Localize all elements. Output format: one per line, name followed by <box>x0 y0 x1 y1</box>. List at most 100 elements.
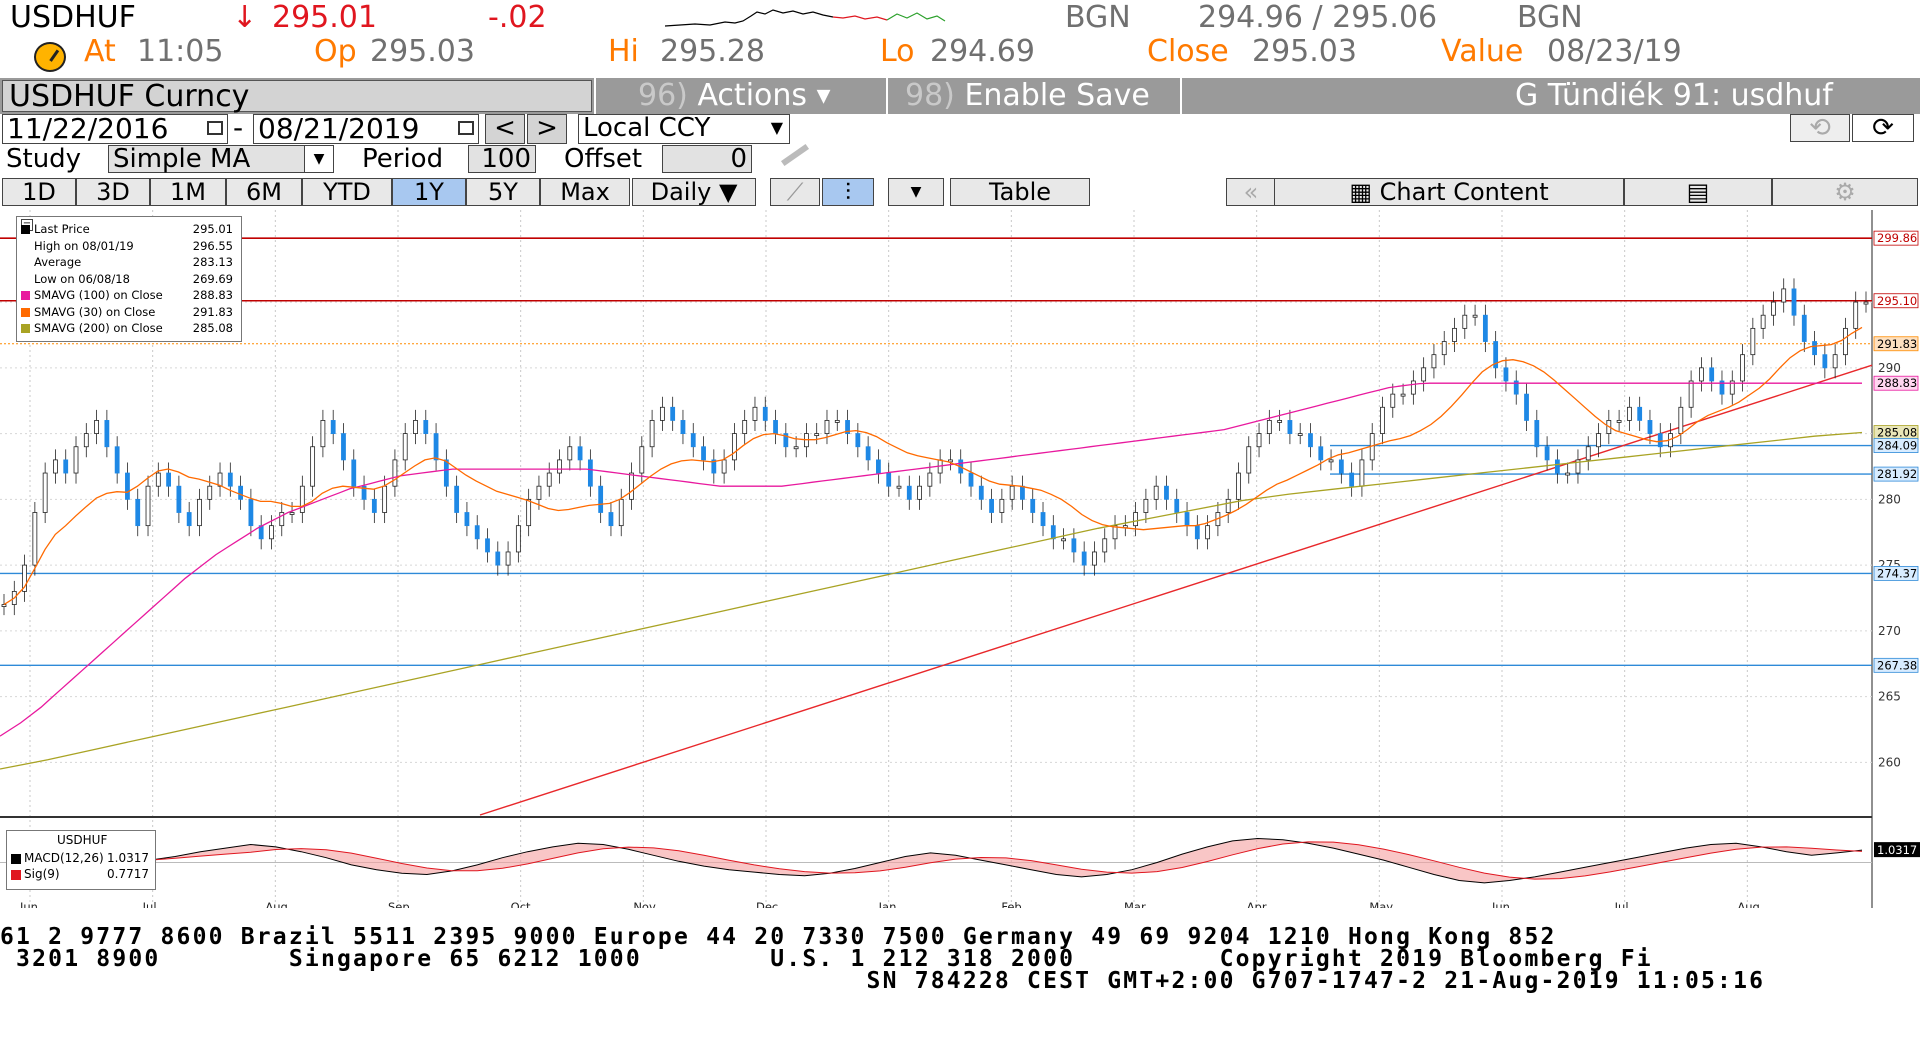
table-button[interactable]: Table <box>950 178 1090 206</box>
legend-value: 296.55 <box>192 238 233 253</box>
candle <box>1524 393 1529 421</box>
price-tag-label: 285.08 <box>1877 426 1917 440</box>
candle <box>731 433 737 461</box>
candle <box>1853 301 1859 329</box>
tab-6m[interactable]: 6M <box>226 178 302 206</box>
candle <box>1205 525 1211 540</box>
enable-save-button[interactable]: 98) Enable Save <box>905 78 1150 114</box>
price-tag-label: 288.83 <box>1877 376 1917 390</box>
tab-1d[interactable]: 1D <box>2 178 76 206</box>
tab-ytd[interactable]: YTD <box>302 178 392 206</box>
calendar-icon[interactable] <box>458 121 474 135</box>
gear-icon[interactable]: ⚙ <box>1772 178 1918 206</box>
currency-dropdown[interactable]: Local CCY ▼ <box>578 114 790 144</box>
price-tag-label: 295.10 <box>1877 294 1917 308</box>
candle <box>1194 525 1200 540</box>
candle <box>968 472 974 487</box>
line-chart-icon[interactable]: ⟋ <box>770 178 820 206</box>
calendar-icon[interactable] <box>207 121 223 135</box>
legend-swatch <box>21 291 30 300</box>
candle <box>1482 314 1488 342</box>
actions-menu[interactable]: 96) Actions ▼ <box>638 78 830 114</box>
legend-row: SMAVG (200) on Close 285.08 <box>21 320 237 336</box>
candle <box>1462 314 1468 329</box>
down-arrow-icon: ↓ <box>232 0 258 35</box>
legend-label: Low on 06/08/18 <box>34 271 130 286</box>
price-tag <box>1873 230 1919 246</box>
undo-button[interactable]: ⟲ <box>1790 114 1850 142</box>
legend-row: Last Price 295.01 <box>21 221 237 237</box>
price-tag <box>1873 336 1919 352</box>
candle <box>1637 406 1643 421</box>
candle <box>1596 433 1601 448</box>
candle <box>1801 314 1807 342</box>
start-date-field[interactable]: 11/22/2016 <box>2 114 228 144</box>
candle <box>876 459 881 474</box>
study-dropdown[interactable]: Simple MA ▼ <box>108 145 334 173</box>
end-date-field[interactable]: 08/21/2019 <box>253 114 479 144</box>
save-label: Enable Save <box>964 78 1150 113</box>
next-period-button[interactable]: > <box>527 114 567 144</box>
divider <box>1180 78 1182 114</box>
legend-label: High on 08/01/19 <box>34 238 134 253</box>
candle <box>1544 446 1550 461</box>
legend-label: Average <box>34 255 82 269</box>
candle <box>73 446 79 474</box>
ask-source: BGN <box>1517 0 1583 35</box>
prev-period-button[interactable]: < <box>485 114 525 144</box>
candle <box>1410 380 1416 395</box>
candle <box>341 433 346 461</box>
y-tick-label: 290 <box>1878 361 1901 375</box>
annotation-icon[interactable]: ▤ <box>1624 178 1772 206</box>
security-field[interactable]: USDHUF Curncy <box>2 80 592 113</box>
value-label: Value <box>1441 34 1524 69</box>
candle <box>1554 459 1560 474</box>
tab-3d[interactable]: 3D <box>76 178 150 206</box>
tab-1m[interactable]: 1M <box>150 178 226 206</box>
price-tag-label: 267.38 <box>1877 658 1917 672</box>
month-label: Feb <box>1001 900 1021 908</box>
candle <box>330 420 336 434</box>
date-separator: - <box>233 111 244 144</box>
legend-label: Sig(9) <box>24 867 60 881</box>
chart-type-dropdown[interactable]: ▼ <box>888 178 944 206</box>
candle <box>1626 406 1632 421</box>
chart-type-icon[interactable]: ⫶ <box>822 178 874 206</box>
frequency-dropdown[interactable]: Daily ▼ <box>632 178 756 206</box>
candle <box>155 472 161 487</box>
candle <box>63 459 69 474</box>
candle <box>1277 420 1283 423</box>
tab-5y[interactable]: 5Y <box>466 178 540 206</box>
speedometer-icon[interactable] <box>34 42 66 72</box>
legend-row: SMAVG (30) on Close 291.83 <box>21 304 237 320</box>
month-label: Jul <box>1614 900 1629 908</box>
price-chart[interactable]: 260265270275280285290295299.86295.10291.… <box>0 208 1920 908</box>
tab-1y[interactable]: 1Y <box>392 178 466 206</box>
chart-content-button[interactable]: ▦ Chart Content <box>1274 178 1624 206</box>
pencil-icon[interactable] <box>780 143 810 167</box>
candle <box>42 472 48 513</box>
user-workspace: G Tündiék 91: usdhuf <box>1515 78 1833 113</box>
currency-value: Local CCY <box>583 113 711 143</box>
legend-swatch <box>21 225 30 234</box>
candle <box>1246 446 1252 474</box>
candle <box>248 498 254 527</box>
period-input[interactable]: 100 <box>468 145 536 173</box>
legend-value: 285.08 <box>192 321 233 335</box>
tab-max[interactable]: Max <box>540 178 630 206</box>
redo-button[interactable]: ⟳ <box>1852 114 1914 142</box>
legend-value: 283.13 <box>192 255 233 269</box>
candle <box>896 485 902 489</box>
legend-swatch <box>21 275 30 284</box>
collapse-icon[interactable]: « <box>1226 178 1276 206</box>
candle <box>1359 459 1365 487</box>
price-tag <box>1873 657 1919 673</box>
study-value: Simple MA <box>113 144 251 174</box>
bid-source: BGN <box>1065 0 1131 35</box>
divider <box>594 78 596 114</box>
legend-swatch <box>21 324 30 333</box>
offset-input[interactable]: 0 <box>662 145 752 173</box>
candle <box>824 420 830 434</box>
candle <box>639 446 645 474</box>
price-tag <box>1873 375 1919 391</box>
